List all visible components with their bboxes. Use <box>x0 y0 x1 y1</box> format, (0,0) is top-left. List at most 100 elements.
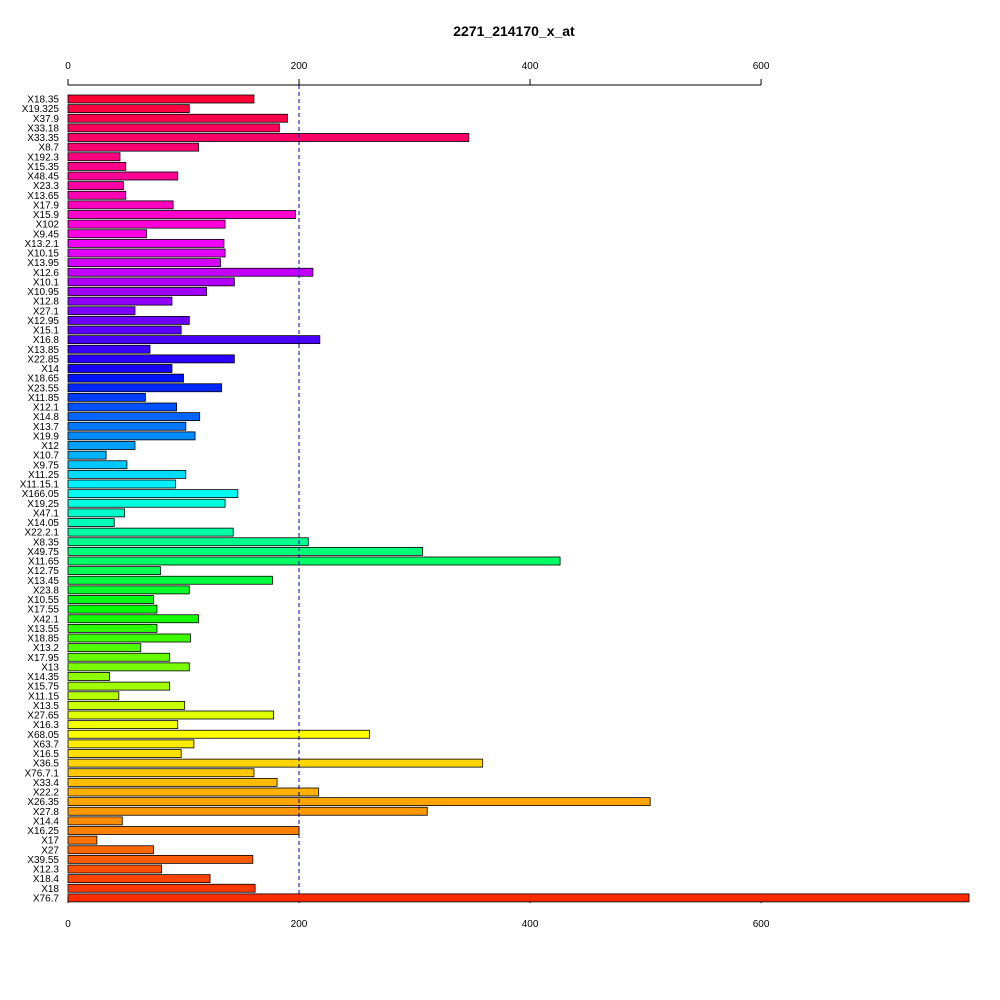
bar <box>67 797 651 807</box>
bar <box>67 133 470 142</box>
bar <box>67 845 154 855</box>
category-label: X17 <box>41 836 59 847</box>
bottom-axis-tick-label: 200 <box>291 919 308 930</box>
bar <box>67 662 190 672</box>
bar <box>67 816 123 826</box>
bar <box>67 238 225 248</box>
category-label: X13.85 <box>27 345 59 356</box>
category-label: X13.65 <box>27 191 59 202</box>
bar <box>67 200 174 210</box>
category-label: X13.45 <box>27 576 59 587</box>
bar <box>67 566 161 576</box>
category-label: X11.85 <box>28 393 59 404</box>
category-label: X19.325 <box>22 104 60 115</box>
bar <box>67 893 970 903</box>
category-label: X10.95 <box>27 287 59 298</box>
category-label: X49.75 <box>27 547 59 558</box>
category-label: X9.45 <box>33 229 60 240</box>
category-label: X16.3 <box>33 720 60 731</box>
category-label: X17.95 <box>27 653 59 664</box>
bar <box>67 720 179 730</box>
category-label: X18.4 <box>33 874 60 885</box>
category-label: X48.45 <box>27 172 59 183</box>
bar <box>67 431 196 441</box>
category-label: X23.3 <box>33 181 60 192</box>
bar <box>67 623 158 633</box>
category-label: X76.7 <box>33 893 60 904</box>
category-label: X17.9 <box>33 200 60 211</box>
bar <box>67 229 147 239</box>
bar <box>67 479 176 489</box>
bar <box>67 277 235 287</box>
bar <box>67 123 280 133</box>
bar <box>67 729 370 739</box>
category-label: X18.85 <box>27 634 59 645</box>
category-label: X13.95 <box>27 258 59 269</box>
category-label: X12.3 <box>33 865 60 876</box>
bar <box>67 325 182 335</box>
category-label: X13.55 <box>27 624 59 635</box>
bar <box>67 421 187 431</box>
top-axis-tick-label: 0 <box>65 61 71 72</box>
bar <box>67 575 273 585</box>
bar <box>67 537 309 547</box>
bar <box>67 460 128 470</box>
category-label: X15.35 <box>27 162 59 173</box>
category-label: X14.8 <box>33 412 60 423</box>
bar <box>67 787 320 797</box>
category-label: X12.6 <box>33 268 60 279</box>
category-label: X11.65 <box>28 557 59 568</box>
category-labels: X18.35X19.325X37.9X33.18X33.35X8.7X192.3… <box>20 95 60 905</box>
category-label: X10.55 <box>27 595 59 606</box>
bar <box>67 306 136 316</box>
bar <box>67 546 424 556</box>
category-label: X11.15.1 <box>20 480 60 491</box>
category-label: X27.8 <box>33 807 60 818</box>
category-label: X13.7 <box>33 422 60 433</box>
category-label: X18.35 <box>27 95 59 106</box>
bar <box>67 469 187 479</box>
bar <box>67 248 226 258</box>
bar <box>67 556 561 566</box>
bar <box>67 258 221 268</box>
bar <box>67 142 199 152</box>
category-label: X14.35 <box>27 672 59 683</box>
category-label: X8.35 <box>33 537 60 548</box>
bar <box>67 219 226 229</box>
bar <box>67 826 300 835</box>
category-label: X47.1 <box>33 508 60 519</box>
category-label: X19.9 <box>33 431 60 442</box>
bar <box>67 854 254 864</box>
bar <box>67 498 226 508</box>
bar <box>67 383 223 393</box>
bar <box>67 354 235 364</box>
bar <box>67 585 190 595</box>
category-label: X14.05 <box>27 518 59 529</box>
category-label: X10.7 <box>33 451 60 462</box>
bar <box>67 604 158 614</box>
bar <box>67 758 484 768</box>
bar <box>67 739 195 749</box>
bar <box>67 874 211 884</box>
category-label: X22.85 <box>27 354 59 365</box>
bar <box>67 392 146 402</box>
category-label: X16.8 <box>33 335 60 346</box>
top-axis-tick-label: 600 <box>753 61 770 72</box>
bar <box>67 113 288 123</box>
category-label: X12.1 <box>33 403 60 414</box>
category-label: X33.18 <box>27 123 59 134</box>
top-axis-tick-label: 200 <box>291 61 308 72</box>
bar <box>67 508 126 518</box>
category-label: X9.75 <box>33 460 60 471</box>
category-label: X10.1 <box>33 277 60 288</box>
bar <box>67 181 124 191</box>
top-axis: 0 200 400 600 <box>65 61 770 86</box>
category-label: X166.05 <box>22 489 60 500</box>
bar <box>67 315 190 325</box>
bar <box>67 287 208 296</box>
bar <box>67 335 321 345</box>
category-label: X192.3 <box>27 152 59 163</box>
category-label: X23.55 <box>27 383 59 394</box>
bar <box>67 681 171 691</box>
bar <box>67 402 177 412</box>
